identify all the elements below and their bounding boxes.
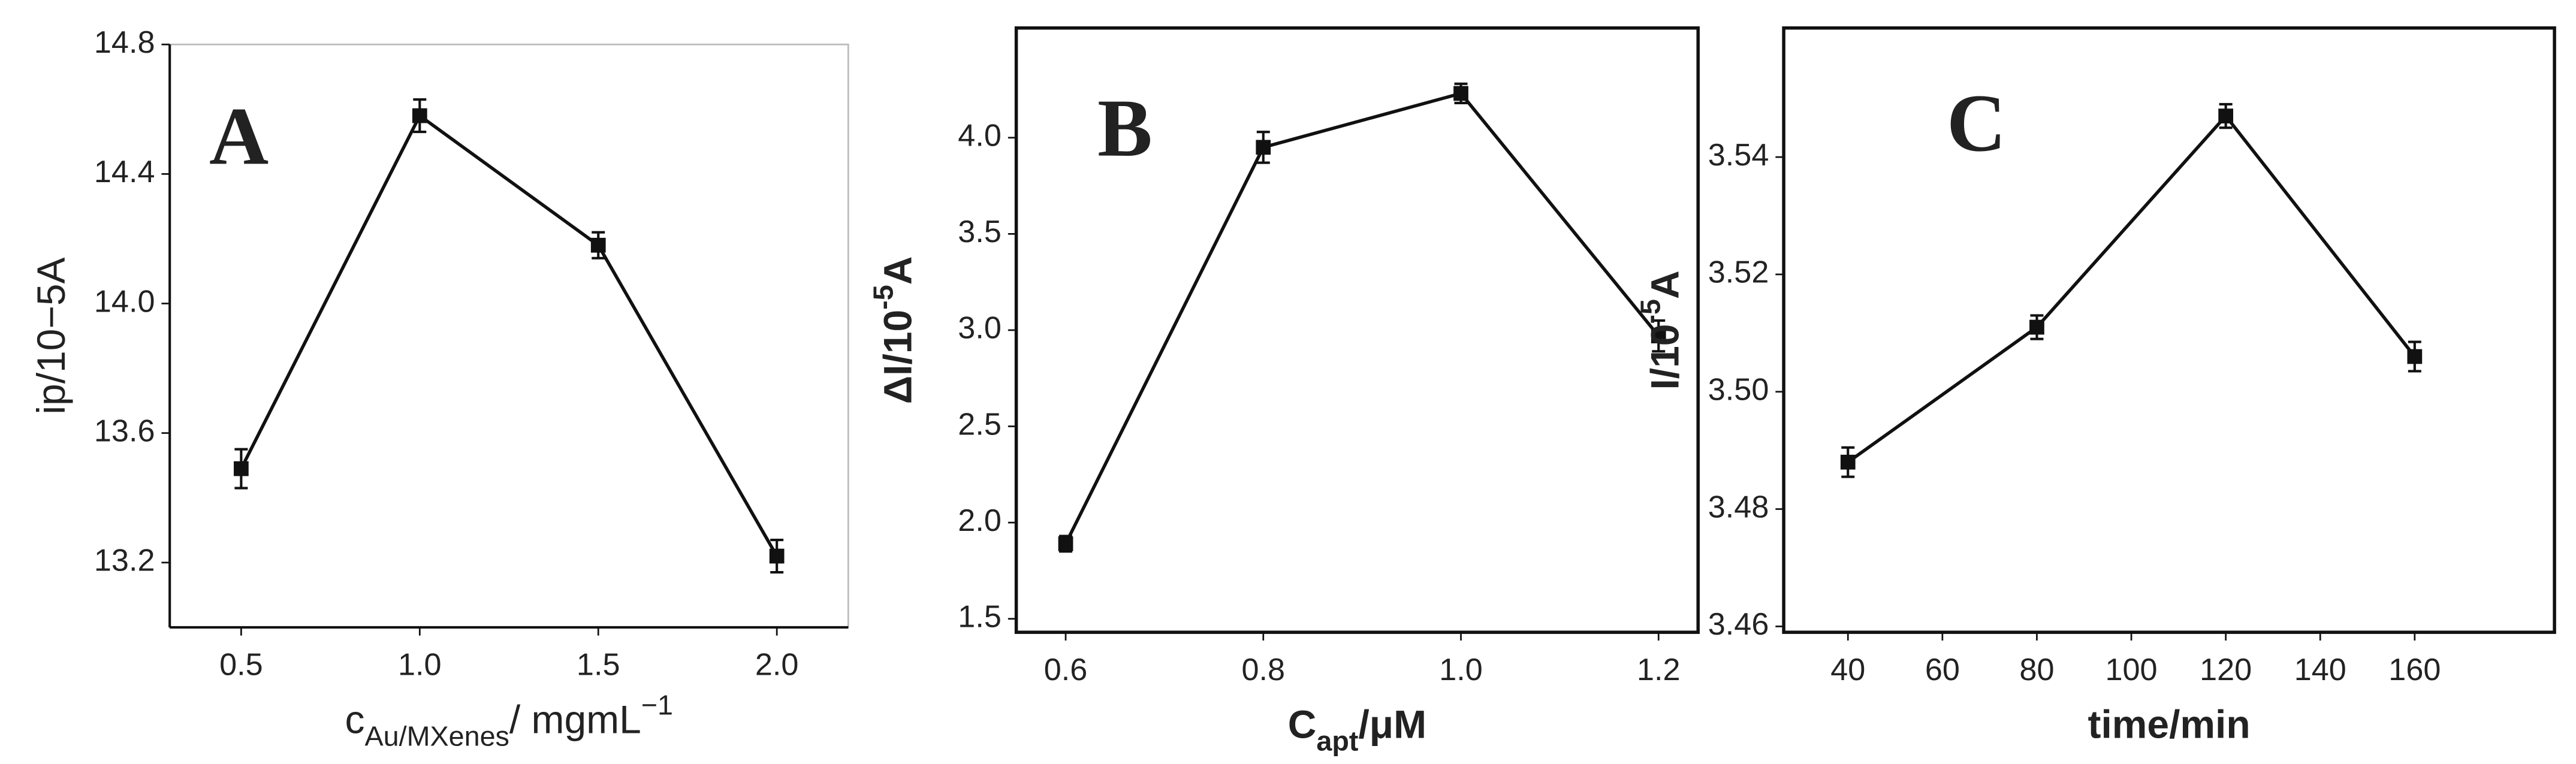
data-line [1847, 113, 2417, 464]
x-axis-label-part: / mgmL [509, 697, 641, 742]
x-axis-label-part: Au/MXenes [364, 721, 509, 752]
data-point [1256, 140, 1271, 155]
data-point [2029, 319, 2044, 335]
x-tick-label: 1.0 [1439, 653, 1483, 687]
data-point [2407, 349, 2423, 364]
y-axis-label-part: -5 [868, 285, 899, 310]
x-tick-label: 100 [2106, 653, 2158, 687]
plot-frame [168, 43, 849, 629]
y-axis-label-part: A [876, 256, 920, 285]
x-tick-label: 1.0 [398, 648, 442, 683]
x-tick-label: 1.2 [1637, 653, 1681, 687]
y-axis-label-part: A [1643, 270, 1687, 299]
y-tick-label: 3.50 [1708, 373, 1769, 407]
y-tick-label: 2.0 [958, 503, 1002, 538]
plot-frame [1782, 26, 2556, 634]
y-tick-label: 14.8 [94, 25, 155, 60]
x-tick-label: 0.8 [1242, 653, 1286, 687]
y-tick-label: 2.5 [958, 407, 1002, 442]
x-tick-label: 2.0 [755, 648, 799, 683]
y-axis-label: I/10-5A [1635, 270, 1687, 389]
x-axis-label-part: /μM [1358, 702, 1426, 747]
y-tick-label: 3.48 [1708, 490, 1769, 524]
data-point [234, 461, 249, 476]
y-tick-label: 3.52 [1708, 255, 1769, 290]
panel-label: B [1097, 83, 1153, 174]
y-tick-label: 3.0 [958, 311, 1002, 346]
x-axis-label-part: time/min [2088, 702, 2251, 747]
x-tick-label: 120 [2200, 653, 2252, 687]
x-axis-label: time/min [2088, 702, 2251, 747]
data-line [239, 113, 779, 557]
x-tick-label: 0.5 [219, 648, 263, 683]
panel-label: C [1947, 77, 2006, 168]
x-axis-label-part: c [345, 697, 365, 742]
y-tick-label: 3.5 [958, 215, 1002, 249]
y-tick-label: 14.4 [94, 155, 155, 189]
data-point [1651, 328, 1666, 343]
y-tick-label: 13.2 [94, 543, 155, 578]
panel-label: A [209, 90, 269, 182]
y-axis-label: ΔI/10-5A [868, 256, 920, 404]
y-axis-label-part: I/10 [1643, 324, 1687, 390]
y-tick-label: 13.6 [94, 413, 155, 448]
x-axis-label-part: apt [1316, 726, 1358, 757]
y-axis-label-part: ΔI/10 [876, 310, 920, 404]
y-axis-label-part: -5 [1635, 299, 1666, 324]
y-tick-label: 14.0 [94, 284, 155, 319]
data-point [2218, 108, 2234, 123]
y-tick-label: 3.46 [1708, 607, 1769, 642]
x-tick-label: 60 [1925, 653, 1960, 687]
y-axis-label: ip/10−5A [29, 257, 73, 414]
x-tick-label: 140 [2294, 653, 2346, 687]
data-point [1840, 454, 1856, 470]
data-point [1453, 86, 1468, 101]
x-tick-label: 0.6 [1044, 653, 1088, 687]
x-tick-label: 80 [2019, 653, 2054, 687]
x-axis-label: Capt/μM [1288, 702, 1426, 757]
x-tick-label: 1.5 [577, 648, 620, 683]
y-tick-label: 1.5 [958, 599, 1002, 634]
data-point [412, 108, 427, 123]
x-axis-label: cAu/MXenes/ mgmL−1 [345, 690, 674, 752]
data-point [769, 548, 785, 564]
data-point [590, 237, 606, 253]
y-axis-label-part: ip/10−5A [29, 257, 73, 414]
data-line [1064, 91, 1660, 545]
x-axis-label-part: −1 [641, 690, 673, 721]
x-tick-label: 160 [2388, 653, 2441, 687]
x-axis-label-part: C [1288, 702, 1317, 747]
x-tick-label: 40 [1830, 653, 1865, 687]
y-tick-label: 3.54 [1708, 138, 1769, 173]
data-point [1058, 536, 1073, 551]
y-tick-label: 4.0 [958, 119, 1002, 153]
